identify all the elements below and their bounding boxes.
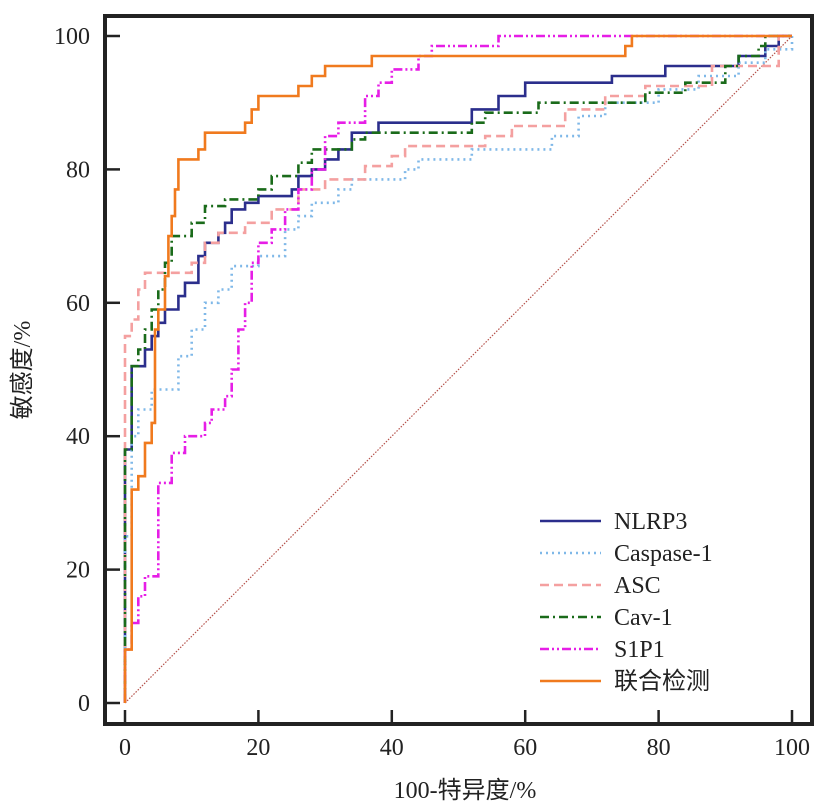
legend-label: S1P1 [614, 637, 665, 663]
x-axis-ticks: 0 20 40 60 80 100 [119, 710, 810, 761]
legend-label: ASC [614, 573, 661, 599]
x-tick-label: 100 [774, 735, 810, 761]
series-nlrp3-line [123, 34, 792, 703]
reference-line-layer [124, 35, 793, 704]
y-axis-ticks: 0 20 40 60 80 100 [54, 24, 120, 717]
reference-diagonal-line [124, 35, 793, 704]
y-tick-label: 60 [66, 291, 90, 317]
x-axis-title: 100-特异度/% [394, 777, 537, 804]
y-tick-label: 40 [66, 424, 90, 450]
legend-label: Cav-1 [614, 605, 673, 631]
y-tick-label: 0 [78, 691, 90, 717]
x-tick-label: 60 [513, 735, 537, 761]
legend: NLRP3 Caspase-1 ASC Cav-1 S1P1 联合检测 [540, 509, 713, 695]
series-layer [123, 34, 794, 703]
y-tick-label: 20 [66, 558, 90, 584]
series-caspase-1-line [123, 36, 794, 703]
x-tick-label: 0 [119, 735, 131, 761]
legend-label: Caspase-1 [614, 541, 713, 567]
y-tick-label: 100 [54, 24, 90, 50]
series-combined-line [123, 34, 792, 703]
y-tick-label: 80 [66, 157, 90, 183]
x-tick-label: 40 [380, 735, 404, 761]
x-tick-label: 20 [246, 735, 270, 761]
series-cav-1-line [123, 34, 792, 703]
series-asc-line [123, 34, 792, 703]
legend-label: 联合检测 [614, 668, 710, 695]
legend-label: NLRP3 [614, 509, 687, 535]
x-tick-label: 80 [647, 735, 671, 761]
y-axis-title: 敏感度/% [9, 321, 36, 420]
